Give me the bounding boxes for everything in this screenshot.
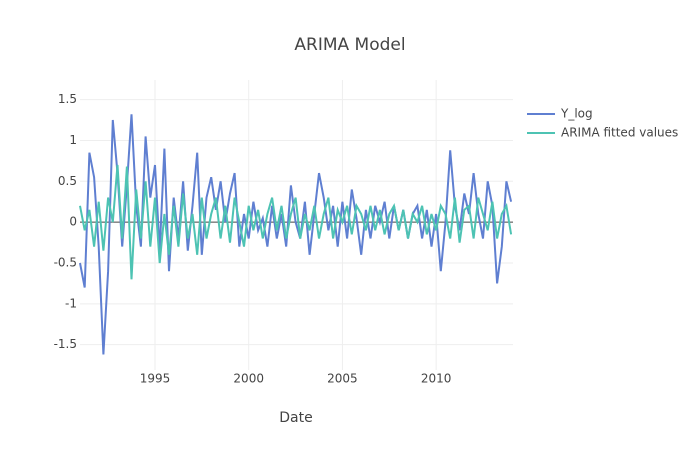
legend-label: Y_log	[560, 107, 593, 121]
y-tick-label: 0.5	[58, 174, 77, 188]
y-tick-label: -1.5	[54, 337, 77, 351]
y-tick-label: 1	[69, 133, 77, 147]
chart-title: ARIMA Model	[294, 35, 405, 55]
y-tick-label: 1.5	[58, 92, 77, 106]
x-tick-label: 1995	[140, 372, 171, 386]
y-tick-label: -1	[65, 296, 77, 310]
series-line	[79, 164, 513, 280]
legend-label: ARIMA fitted values	[561, 126, 678, 140]
x-tick-label: 2005	[327, 372, 358, 386]
x-tick-label: 2000	[233, 372, 264, 386]
x-axis-title: Date	[279, 410, 312, 426]
y-tick-label: 0	[69, 215, 77, 229]
series-line	[79, 114, 513, 355]
x-tick-label: 2010	[421, 372, 452, 386]
y-tick-label: -0.5	[54, 255, 77, 269]
